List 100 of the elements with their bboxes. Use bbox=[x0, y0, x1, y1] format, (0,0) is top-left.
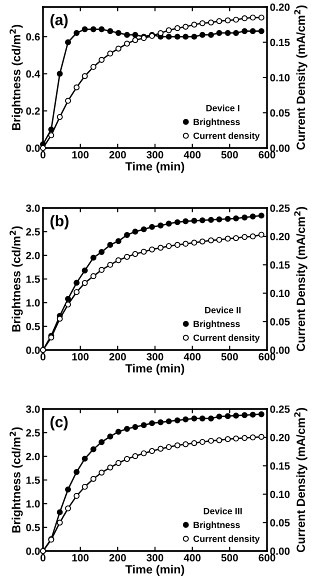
point bbox=[250, 412, 256, 418]
point bbox=[242, 412, 248, 418]
y-tick-label: 3.0 bbox=[26, 406, 40, 413]
x-tick-label: 300 bbox=[146, 554, 164, 562]
point bbox=[115, 30, 122, 36]
y-tick-label: 2.0 bbox=[26, 252, 40, 260]
y2-tick-label: 0.25 bbox=[270, 406, 290, 413]
point bbox=[174, 25, 180, 32]
point bbox=[233, 30, 239, 36]
point bbox=[56, 509, 63, 516]
point bbox=[258, 28, 264, 34]
point bbox=[149, 246, 155, 252]
point bbox=[115, 460, 122, 466]
x-tick-label: 400 bbox=[184, 554, 201, 562]
y-tick-label: 0.4 bbox=[26, 70, 40, 78]
point bbox=[90, 64, 96, 70]
chart-title: (b) bbox=[50, 215, 68, 230]
point bbox=[107, 50, 114, 57]
point bbox=[216, 30, 222, 36]
point bbox=[216, 18, 222, 24]
point bbox=[191, 34, 198, 40]
point bbox=[224, 436, 231, 442]
point bbox=[132, 453, 138, 460]
x-tick-label: 200 bbox=[109, 353, 126, 360]
point bbox=[174, 242, 180, 248]
y2-axis-title: Current Density (mA/cm$^{2}$) bbox=[294, 207, 308, 352]
point bbox=[174, 219, 180, 226]
point bbox=[208, 438, 214, 444]
point bbox=[191, 440, 198, 446]
x-tick-label: 200 bbox=[109, 554, 126, 562]
point bbox=[132, 32, 138, 38]
point bbox=[233, 16, 239, 23]
y-tick-label: 1.0 bbox=[26, 299, 40, 307]
point bbox=[107, 433, 114, 440]
legend-label: Brightness bbox=[194, 118, 240, 127]
y-axis-title: Brightness (cd/m$^{2}$) bbox=[10, 226, 23, 332]
x-tick-label: 400 bbox=[184, 151, 201, 158]
point bbox=[140, 226, 147, 232]
x-axis-title: Time (min) bbox=[125, 564, 184, 576]
legend-title: Device III bbox=[204, 508, 242, 514]
legend-label: Current density bbox=[193, 132, 260, 141]
point bbox=[98, 56, 105, 63]
point bbox=[224, 236, 231, 242]
point bbox=[56, 70, 63, 77]
point bbox=[199, 238, 206, 244]
y2-tick-label: 0.05 bbox=[270, 318, 290, 326]
point bbox=[65, 486, 71, 492]
y2-tick-label: 0.10 bbox=[270, 490, 290, 498]
point bbox=[199, 32, 206, 38]
x-tick-label: 600 bbox=[258, 353, 276, 360]
point bbox=[258, 14, 264, 21]
point bbox=[149, 420, 155, 426]
point bbox=[90, 254, 96, 261]
point bbox=[140, 422, 147, 428]
point bbox=[224, 413, 231, 420]
point bbox=[174, 34, 180, 40]
y2-tick-label: 0.05 bbox=[270, 109, 290, 117]
point bbox=[74, 84, 80, 90]
point bbox=[90, 446, 96, 452]
point bbox=[208, 216, 214, 223]
point bbox=[191, 22, 198, 28]
point bbox=[191, 218, 198, 224]
y-tick-label: 1.0 bbox=[26, 500, 40, 508]
point bbox=[90, 476, 96, 482]
y-tick-label: 3.0 bbox=[26, 204, 40, 212]
point bbox=[82, 73, 88, 80]
point bbox=[233, 215, 239, 222]
point bbox=[208, 32, 214, 38]
point bbox=[56, 520, 63, 526]
point bbox=[98, 26, 105, 32]
point bbox=[199, 20, 206, 26]
x-tick-label: 600 bbox=[258, 151, 276, 158]
legend-label: Current density bbox=[193, 334, 260, 343]
point bbox=[242, 434, 248, 441]
point bbox=[208, 20, 214, 26]
point bbox=[48, 132, 54, 138]
point bbox=[98, 266, 105, 273]
point bbox=[124, 32, 130, 38]
point bbox=[166, 34, 172, 40]
point bbox=[224, 17, 231, 24]
point bbox=[250, 233, 256, 240]
point bbox=[65, 505, 71, 512]
point bbox=[56, 114, 63, 120]
point bbox=[115, 238, 122, 244]
y-tick-label: 0.2 bbox=[26, 107, 40, 115]
y-tick-label: 0.0 bbox=[26, 346, 40, 354]
point bbox=[115, 46, 122, 52]
point bbox=[233, 235, 239, 242]
point bbox=[191, 240, 198, 246]
point bbox=[166, 243, 172, 250]
point bbox=[149, 448, 155, 454]
point bbox=[74, 30, 80, 36]
y2-tick-label: 0.00 bbox=[270, 346, 290, 354]
x-axis-title: Time (min) bbox=[125, 364, 184, 375]
legend-label: Current density bbox=[193, 535, 260, 544]
point bbox=[158, 419, 164, 426]
point bbox=[90, 26, 96, 32]
x-tick-label: 0 bbox=[40, 353, 46, 360]
y-axis-title: Brightness (cd/m$^{2}$) bbox=[10, 427, 23, 533]
y2-tick-label: 0.25 bbox=[270, 204, 290, 212]
